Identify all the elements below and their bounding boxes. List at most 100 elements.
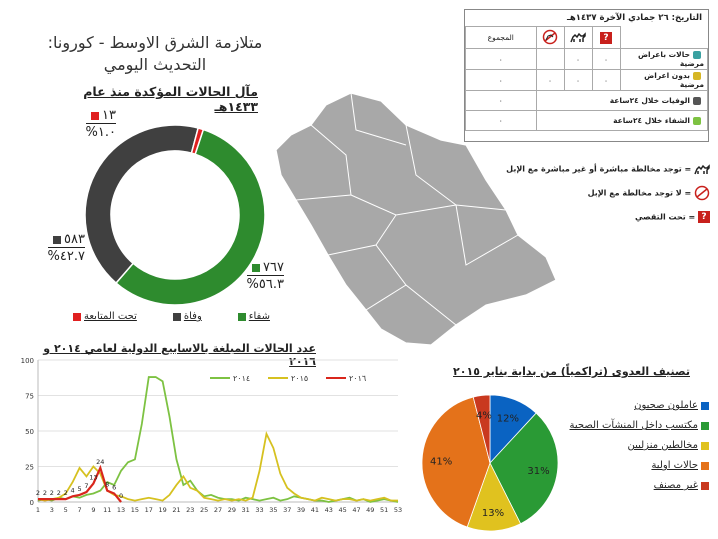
cell-value: ٠: [465, 48, 537, 70]
cell-value: [535, 48, 565, 70]
legend-swatch: [701, 401, 709, 410]
x-tick-label: 23: [186, 506, 194, 514]
pie-legend-item: حالات اولية: [562, 460, 712, 471]
x-tick-label: 21: [172, 506, 180, 514]
legend-recovered: شفاء: [235, 311, 270, 322]
legend-recovered-text: شفاء: [248, 311, 270, 322]
deaths-count: ٥٨٣: [64, 232, 85, 247]
x-tick-label: 9: [91, 506, 95, 514]
x-tick-label: 33: [255, 506, 263, 514]
series-line-٢٠١٥: [37, 431, 398, 502]
pie-legend-item: غير مصنف: [562, 480, 712, 491]
data-label: 13: [89, 474, 97, 482]
legend-swatch: [701, 481, 709, 490]
legend-deaths-text: وفاة: [183, 311, 202, 322]
row-label: بدون اعراض مرضية: [644, 71, 704, 89]
key-no-camel-text: = لا توجد مخالطة مع الإبل: [587, 188, 692, 198]
pie-label: 4%: [476, 410, 492, 421]
x-tick-label: 49: [366, 506, 374, 514]
x-tick-label: 31: [242, 506, 250, 514]
pie-label: 12%: [497, 413, 519, 424]
status-grid: ? المجموع حالات باعراض مرضية ٠ ٠ ٠ بدون …: [465, 26, 708, 131]
data-label: 2: [64, 489, 68, 497]
legend-label: عاملون صحيون: [634, 400, 698, 411]
unknown-icon: ?: [591, 26, 621, 49]
data-label: 4: [71, 486, 75, 494]
pie-chart-title: تصنيف العدوى (تراكمياً) من بداية يناير ٢…: [453, 365, 690, 378]
recovered-pct: %٥٦.٣: [246, 275, 284, 292]
pie-label: 31%: [527, 466, 549, 477]
cell-value: ٠: [563, 69, 593, 91]
outcome-donut-chart: [84, 124, 266, 306]
legend-swatch: [701, 421, 709, 430]
status-row: الوفيات خلال ٢٤ساعة ٠: [465, 90, 708, 111]
x-tick-label: 29: [228, 506, 236, 514]
page-title: متلازمة الشرق الاوسط - كورونا: التحديث ا…: [40, 32, 270, 76]
followup-count: ١٣: [102, 108, 116, 123]
title-line-1: متلازمة الشرق الاوسط - كورونا:: [47, 33, 263, 52]
key-camel: = توجد مخالطة مباشرة أو غير مباشرة مع ال…: [470, 163, 710, 175]
status-row: بدون اعراض مرضية ٠ ٠ ٠ ٠: [465, 69, 708, 91]
camel-icon: [694, 164, 710, 175]
y-tick-label: 25: [25, 464, 34, 472]
pie-slice: [421, 396, 491, 528]
donut-legend: شفاء وفاة تحت المتابعة: [70, 311, 270, 322]
data-label: 2: [36, 489, 40, 497]
key-unknown-text: = تحت التقصي: [634, 212, 696, 222]
donut-chart-title: مآل الحالات المؤكدة منذ عام ١٤٣٣هـ: [83, 84, 258, 114]
donut-slice-وفاة: [84, 124, 200, 285]
legend-followup: تحت المتابعة: [70, 311, 137, 322]
cell-value: ٠: [563, 48, 593, 70]
legend-label: مكتسب داخل المنشآت الصحية: [569, 420, 699, 431]
donut-slice-شفاء: [114, 128, 266, 306]
data-label: 0: [119, 492, 123, 500]
no-camel-icon: [694, 185, 710, 201]
data-label: 8: [105, 481, 109, 489]
key-no-camel: = لا توجد مخالطة مع الإبل: [470, 185, 710, 201]
cell-value: ٠: [535, 69, 565, 91]
y-tick-label: 50: [25, 428, 34, 436]
pie-legend-item: عاملون صحيون: [562, 400, 712, 411]
status-row: حالات باعراض مرضية ٠ ٠ ٠: [465, 48, 708, 70]
x-tick-label: 41: [311, 506, 319, 514]
recovered-label: ٧٦٧ %٥٦.٣: [222, 260, 284, 292]
camel-icon: [563, 26, 593, 49]
x-tick-label: 43: [325, 506, 333, 514]
data-label: 2: [57, 489, 61, 497]
x-tick-label: 25: [200, 506, 208, 514]
data-label: 7: [84, 482, 88, 490]
pie-label: 13%: [482, 508, 504, 519]
y-tick-label: 100: [21, 357, 34, 365]
legend-label: حالات اولية: [651, 460, 698, 471]
data-label: 6: [112, 483, 116, 491]
legend-followup-text: تحت المتابعة: [84, 311, 137, 322]
legend-swatch: [701, 441, 709, 450]
series-line-٢٠١٦: [38, 464, 122, 503]
status-row: الشفاء خلال ٢٤ساعة ٠: [465, 110, 708, 131]
daily-status-table: التاريخ: ٢٦ جمادي الآخرة ١٤٣٧هـ ? المجمو…: [464, 9, 709, 142]
y-tick-label: 75: [25, 393, 34, 401]
pie-legend: عاملون صحيون مكتسب داخل المنشآت الصحية مخا…: [562, 400, 712, 500]
deaths-label: ٥٨٣ %٤٢.٧: [20, 232, 85, 264]
legend-label: ٢٠١٥: [291, 374, 308, 383]
deaths-pct: %٤٢.٧: [47, 247, 85, 264]
x-tick-label: 19: [158, 506, 166, 514]
unknown-icon: ?: [698, 211, 710, 223]
map-region-borders: [295, 92, 519, 326]
pie-slice: [466, 461, 522, 532]
key-unknown: ? = تحت التقصي: [470, 211, 710, 223]
no-camel-icon: [535, 26, 565, 49]
pie-legend-item: مخالطين منزليين: [562, 440, 712, 451]
cell-value: ٠: [465, 90, 537, 111]
x-tick-label: 15: [131, 506, 139, 514]
x-tick-label: 5: [64, 506, 68, 514]
x-tick-label: 3: [50, 506, 54, 514]
x-tick-label: 53: [394, 506, 402, 514]
cell-value: ٠: [465, 110, 537, 131]
legend-swatch: [701, 461, 709, 470]
row-label: الشفاء خلال ٢٤ساعة: [613, 116, 690, 125]
saudi-map: [275, 92, 557, 346]
x-tick-label: 7: [77, 506, 81, 514]
recovered-count: ٧٦٧: [263, 260, 284, 275]
